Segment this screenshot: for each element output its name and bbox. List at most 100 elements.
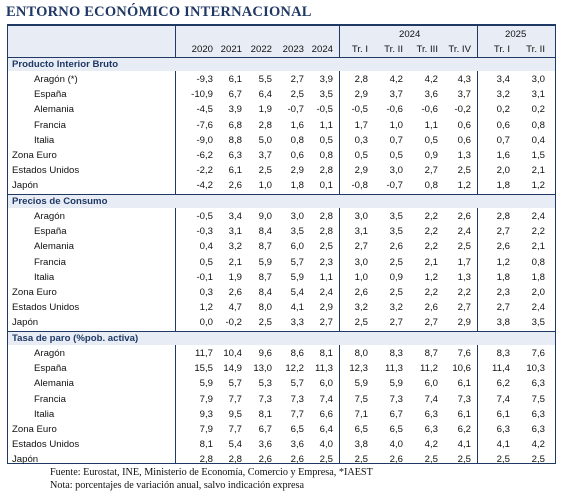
table-cell: 2,7 [424, 317, 438, 329]
table-cell: 5,4 [290, 287, 304, 298]
table-cell: 4,1 [290, 302, 304, 314]
table-cell: 2,3 [319, 256, 333, 268]
table-cell: 1,3 [457, 150, 471, 161]
table-cell: 1,0 [258, 180, 272, 192]
table-cell: 4,0 [389, 439, 403, 451]
table-cell: 4,2 [389, 74, 403, 85]
table-cell: 7,3 [389, 393, 403, 405]
column-header: Tr. IV [448, 44, 471, 55]
table-cell: 0,1 [319, 180, 333, 192]
table-cell: 7,7 [228, 424, 242, 435]
table-cell: 2,0 [496, 165, 510, 177]
table-cell: 5,5 [258, 74, 272, 85]
table-cell: 8,7 [424, 348, 438, 359]
row-label: Italia [34, 271, 55, 283]
table-cell: 2,6 [228, 180, 242, 192]
table-cell: 2,8 [199, 454, 213, 466]
table-cell: 3,6 [424, 89, 438, 101]
table-cell: 7,5 [354, 393, 368, 405]
table-cell: -10,9 [191, 89, 213, 101]
table-cell: 8,1 [199, 439, 213, 451]
table-cell: -0,5 [351, 104, 368, 116]
table-cell: 0,2 [496, 104, 510, 116]
row-label: Zona Euro [12, 287, 57, 298]
table-cell: 1,9 [258, 104, 272, 116]
table-cell: 9,5 [228, 408, 242, 420]
column-header: Tr. I [351, 44, 368, 55]
table-cell: 2,7 [496, 226, 510, 238]
table-cell: -4,2 [196, 180, 213, 192]
table-cell: 2,1 [424, 256, 438, 268]
table-cell: 7,9 [199, 393, 213, 405]
table-cell: 6,1 [457, 378, 471, 390]
table-cell: 6,7 [258, 424, 272, 435]
table-cell: 6,4 [258, 89, 272, 101]
row-label: Japón [12, 454, 39, 466]
table-cell: 2,5 [290, 89, 304, 101]
table-cell: 0,5 [424, 134, 438, 146]
row-label: Zona Euro [12, 150, 57, 161]
table-cell: 2,5 [457, 241, 471, 253]
table-cell: 2,5 [457, 165, 471, 177]
table-cell: 2,8 [258, 119, 272, 131]
row-label: Aragón [34, 348, 65, 359]
table-cell: 4,2 [424, 74, 438, 85]
table-cell: 2,1 [531, 241, 545, 253]
table-cell: 1,8 [496, 180, 510, 192]
table-cell: 2,5 [424, 454, 438, 466]
table-cell: 3,3 [290, 317, 304, 329]
table-cell: 1,1 [319, 271, 333, 283]
table-cell: 2,5 [354, 454, 368, 466]
column-header: Tr. II [384, 44, 403, 55]
table-cell: 6,1 [228, 74, 242, 85]
table-cell: 11,7 [195, 348, 213, 359]
table-cell: 6,3 [531, 408, 545, 420]
table-cell: -4,5 [196, 104, 213, 116]
section-band [8, 332, 555, 345]
table-cell: 2,4 [531, 302, 545, 314]
row-label: Zona Euro [12, 424, 57, 435]
table-cell: 3,6 [258, 439, 272, 451]
table-cell: 6,5 [290, 424, 304, 435]
column-divider-2024 [339, 26, 340, 463]
table-cell: 8,4 [258, 226, 272, 238]
row-label: España [34, 226, 67, 238]
table-cell: 0,7 [496, 134, 510, 146]
table-cell: 6,3 [531, 424, 545, 435]
table-cell: 3,5 [531, 317, 545, 329]
row-label: Alemania [34, 104, 74, 116]
section-band [8, 58, 555, 71]
table-cell: 0,6 [457, 134, 471, 146]
table-cell: -6,2 [196, 150, 213, 161]
table-cell: 2,5 [354, 317, 368, 329]
table-cell: 8,7 [258, 271, 272, 283]
table-cell: 7,6 [457, 348, 471, 359]
table-cell: 0,5 [319, 134, 333, 146]
table-cell: 2,7 [496, 302, 510, 314]
row-label: Estados Unidos [12, 439, 80, 451]
table-cell: 0,8 [424, 180, 438, 192]
table-cell: 6,3 [228, 150, 242, 161]
table-cell: -9,3 [196, 74, 213, 85]
row-label: Italia [34, 408, 55, 420]
table-cell: 0,9 [424, 150, 438, 161]
table-cell: 2,8 [354, 74, 368, 85]
table-cell: 6,0 [290, 241, 304, 253]
table-cell: 1,2 [424, 271, 438, 283]
table-top-rule [7, 24, 556, 26]
row-label: España [34, 363, 67, 375]
column-header: Tr. III [416, 44, 439, 55]
table-cell: 2,9 [290, 165, 304, 177]
table-cell: 1,8 [290, 180, 304, 192]
column-header: 2021 [220, 44, 242, 55]
table-cell: 3,1 [354, 226, 368, 238]
table-cell: 2,8 [496, 211, 510, 222]
table-cell: 3,7 [258, 150, 272, 161]
source-note: Fuente: Eurostat, INE, Ministerio de Eco… [50, 467, 373, 478]
table-cell: 2,5 [389, 287, 403, 298]
table-cell: 5,9 [199, 378, 213, 390]
table-cell: 2,6 [496, 241, 510, 253]
table-cell: 4,0 [319, 439, 333, 451]
table-cell: 2,2 [457, 287, 471, 298]
table-cell: -0,8 [351, 180, 368, 192]
